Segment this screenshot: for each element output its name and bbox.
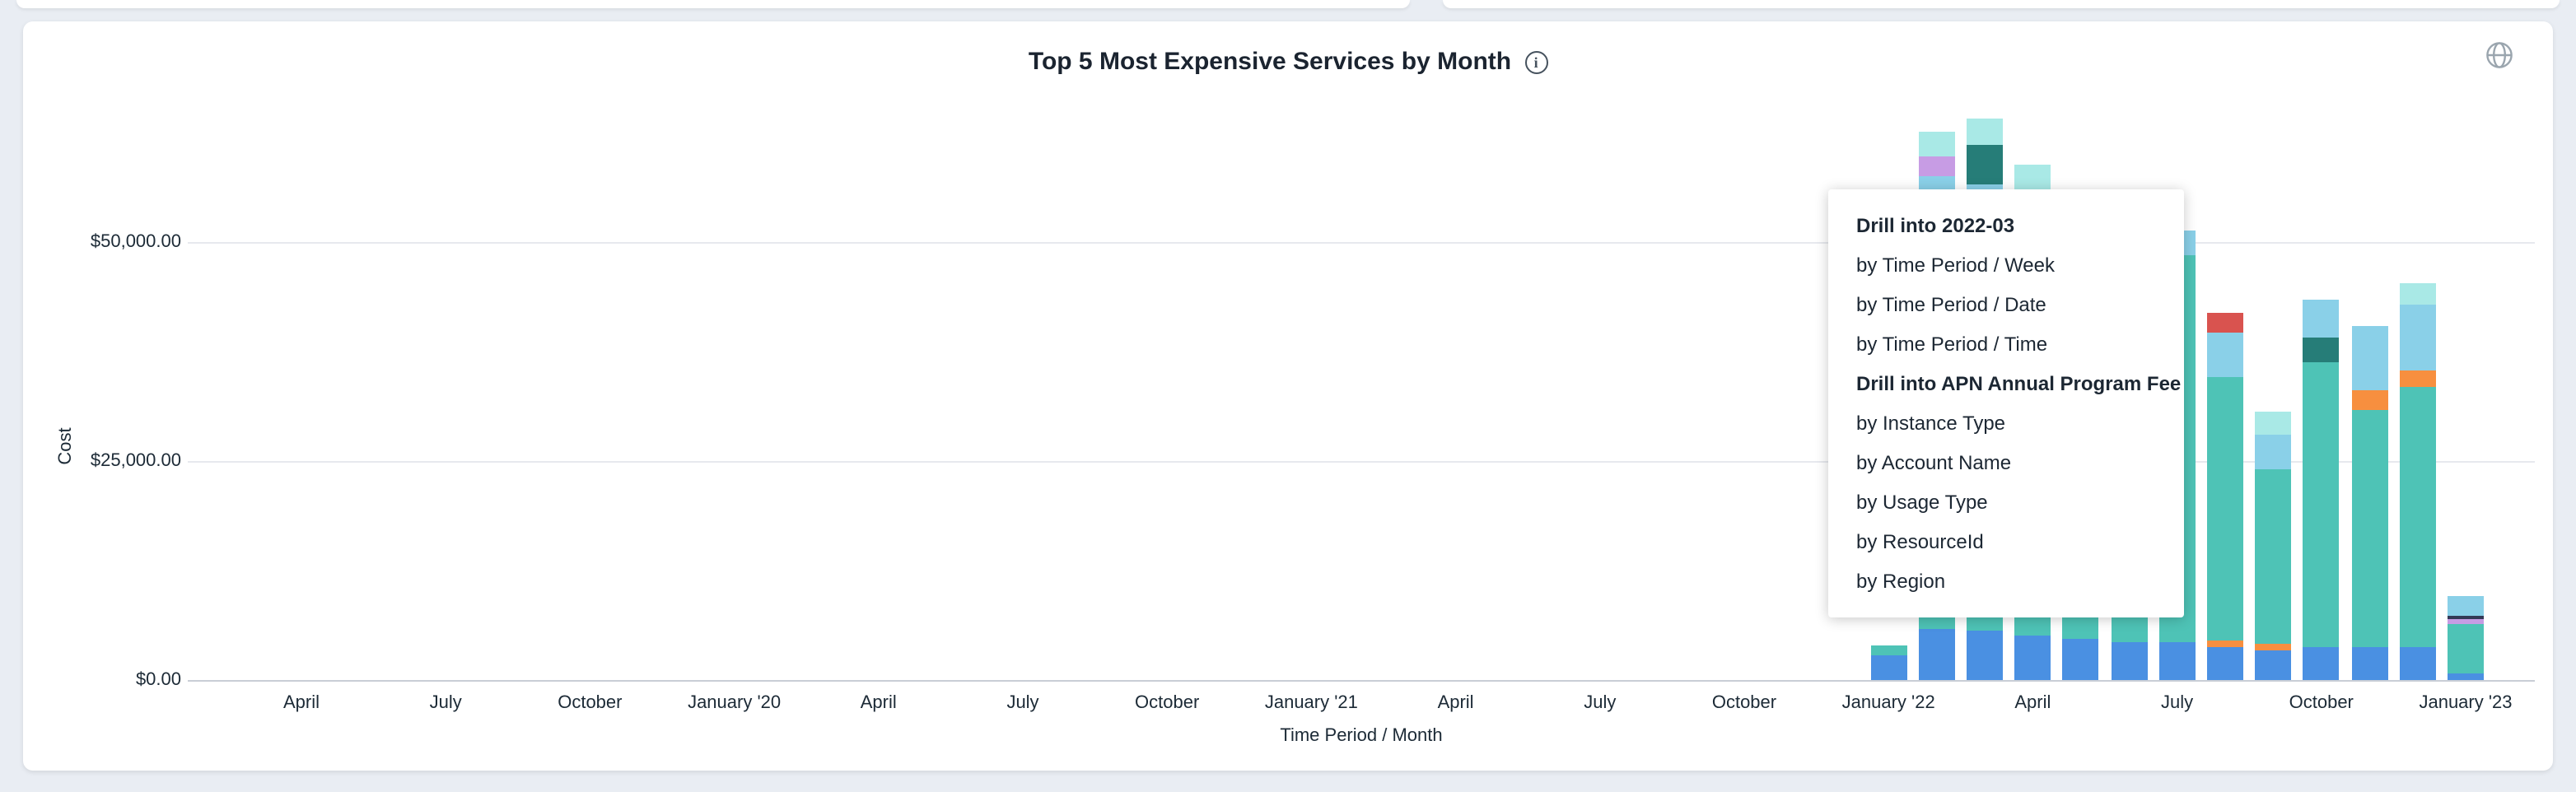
x-tick-label: July [429,693,462,713]
x-tick-label: April [282,693,320,713]
x-tick-label: January '22 [1841,693,1935,713]
menu-item-by-resourceid[interactable]: by ResourceId [1856,530,1984,553]
top-card-edge-right [1443,0,2560,8]
menu-header-drill-service: Drill into APN Annual Program Fee [1856,372,2182,395]
chart-header: Top 5 Most Expensive Services by Month i [23,48,2553,76]
bar-segment-light-blue [2399,304,2436,370]
bar-segment-orange [2255,644,2292,650]
bar-segment-blue [2014,636,2051,680]
bar-segment-cyan [2014,165,2051,190]
bar-2022-12[interactable] [2399,283,2436,680]
bar-segment-navy [2448,616,2484,620]
bar-segment-blue [2399,646,2436,680]
top-card-edge-left [16,0,1410,8]
y-tick-label: $25,000.00 [90,451,181,471]
bar-segment-orange [2351,389,2388,411]
bar-segment-light-blue [2303,300,2340,338]
gridline [188,461,2535,463]
menu-header-drill-month: Drill into 2022-03 [1856,214,2015,237]
x-tick-label: July [2161,693,2194,713]
x-axis-title: Time Period / Month [1280,726,1443,746]
bar-2022-01[interactable] [1870,645,1907,680]
bar-segment-teal [2351,410,2388,647]
bar-segment-cyan [1967,119,2003,145]
bar-segment-light-blue [2207,333,2243,377]
info-icon[interactable]: i [1524,50,1548,73]
gridline [188,242,2535,244]
bar-segment-purple [2448,619,2484,625]
x-axis-line [188,680,2535,682]
bar-segment-cyan [2255,412,2292,435]
menu-item-by-time[interactable]: by Time Period / Time [1856,333,2048,356]
bar-2022-09[interactable] [2255,412,2292,680]
x-tick-label: July [1584,693,1617,713]
bar-segment-purple [1918,156,1955,177]
bar-segment-teal [2399,386,2436,647]
menu-item-by-usage-type[interactable]: by Usage Type [1856,491,1988,514]
bar-segment-blue [2303,646,2340,680]
bar-segment-dark-teal [1967,144,2003,184]
x-tick-label: January '21 [1264,693,1358,713]
bar-segment-blue [2255,650,2292,680]
x-tick-label: April [860,693,897,713]
bar-segment-dark-teal [2303,338,2340,362]
y-tick-label: $0.00 [135,670,181,690]
y-tick-label: $50,000.00 [90,232,181,252]
bar-2023-01[interactable] [2448,596,2484,680]
x-tick-label: April [2014,693,2051,713]
bar-segment-red [2207,313,2243,333]
bar-segment-teal [2448,624,2484,673]
bar-segment-teal [1870,645,1907,656]
x-tick-label: January '20 [688,693,782,713]
bar-segment-blue [2062,638,2099,680]
bar-segment-blue [1870,655,1907,680]
bar-segment-blue [2111,642,2148,680]
bar-segment-orange [2399,370,2436,387]
chart-card: Top 5 Most Expensive Services by Month i… [23,21,2553,771]
bar-segment-cyan [2399,283,2436,305]
x-tick-label: October [1135,693,1200,713]
x-tick-label: January '23 [2419,693,2513,713]
bar-segment-blue [2351,646,2388,680]
menu-item-by-week[interactable]: by Time Period / Week [1856,254,2055,277]
x-tick-label: October [1711,693,1777,713]
menu-item-by-instance-type[interactable]: by Instance Type [1856,412,2006,435]
bar-segment-light-blue [2255,434,2292,469]
bar-segment-blue [1967,631,2003,680]
chart-title: Top 5 Most Expensive Services by Month [1028,48,1512,76]
menu-item-by-region[interactable]: by Region [1856,570,1946,593]
bar-segment-blue [2207,646,2243,680]
bar-segment-teal [2255,468,2292,645]
bar-segment-cyan [1918,131,1955,156]
x-tick-label: July [1006,693,1039,713]
bar-segment-light-blue [2351,326,2388,390]
bar-segment-blue [2158,642,2196,680]
menu-item-by-account-name[interactable]: by Account Name [1856,451,2012,474]
bar-segment-blue [2448,673,2484,680]
bar-segment-teal [2303,361,2340,647]
y-axis-title: Cost [56,427,76,465]
bar-segment-blue [1918,629,1955,680]
bar-segment-teal [2207,376,2243,641]
context-menu: Drill into 2022-03 by Time Period / Week… [1828,189,2184,617]
bar-2022-11[interactable] [2351,326,2388,680]
bar-segment-orange [2207,640,2243,647]
bar-2022-08[interactable] [2207,313,2243,680]
menu-item-by-date[interactable]: by Time Period / Date [1856,293,2046,316]
bar-segment-light-blue [2448,596,2484,617]
bar-2022-10[interactable] [2303,300,2340,680]
globe-icon[interactable] [2485,41,2513,69]
x-tick-label: April [1437,693,1474,713]
x-tick-label: October [2289,693,2354,713]
x-tick-label: October [558,693,623,713]
